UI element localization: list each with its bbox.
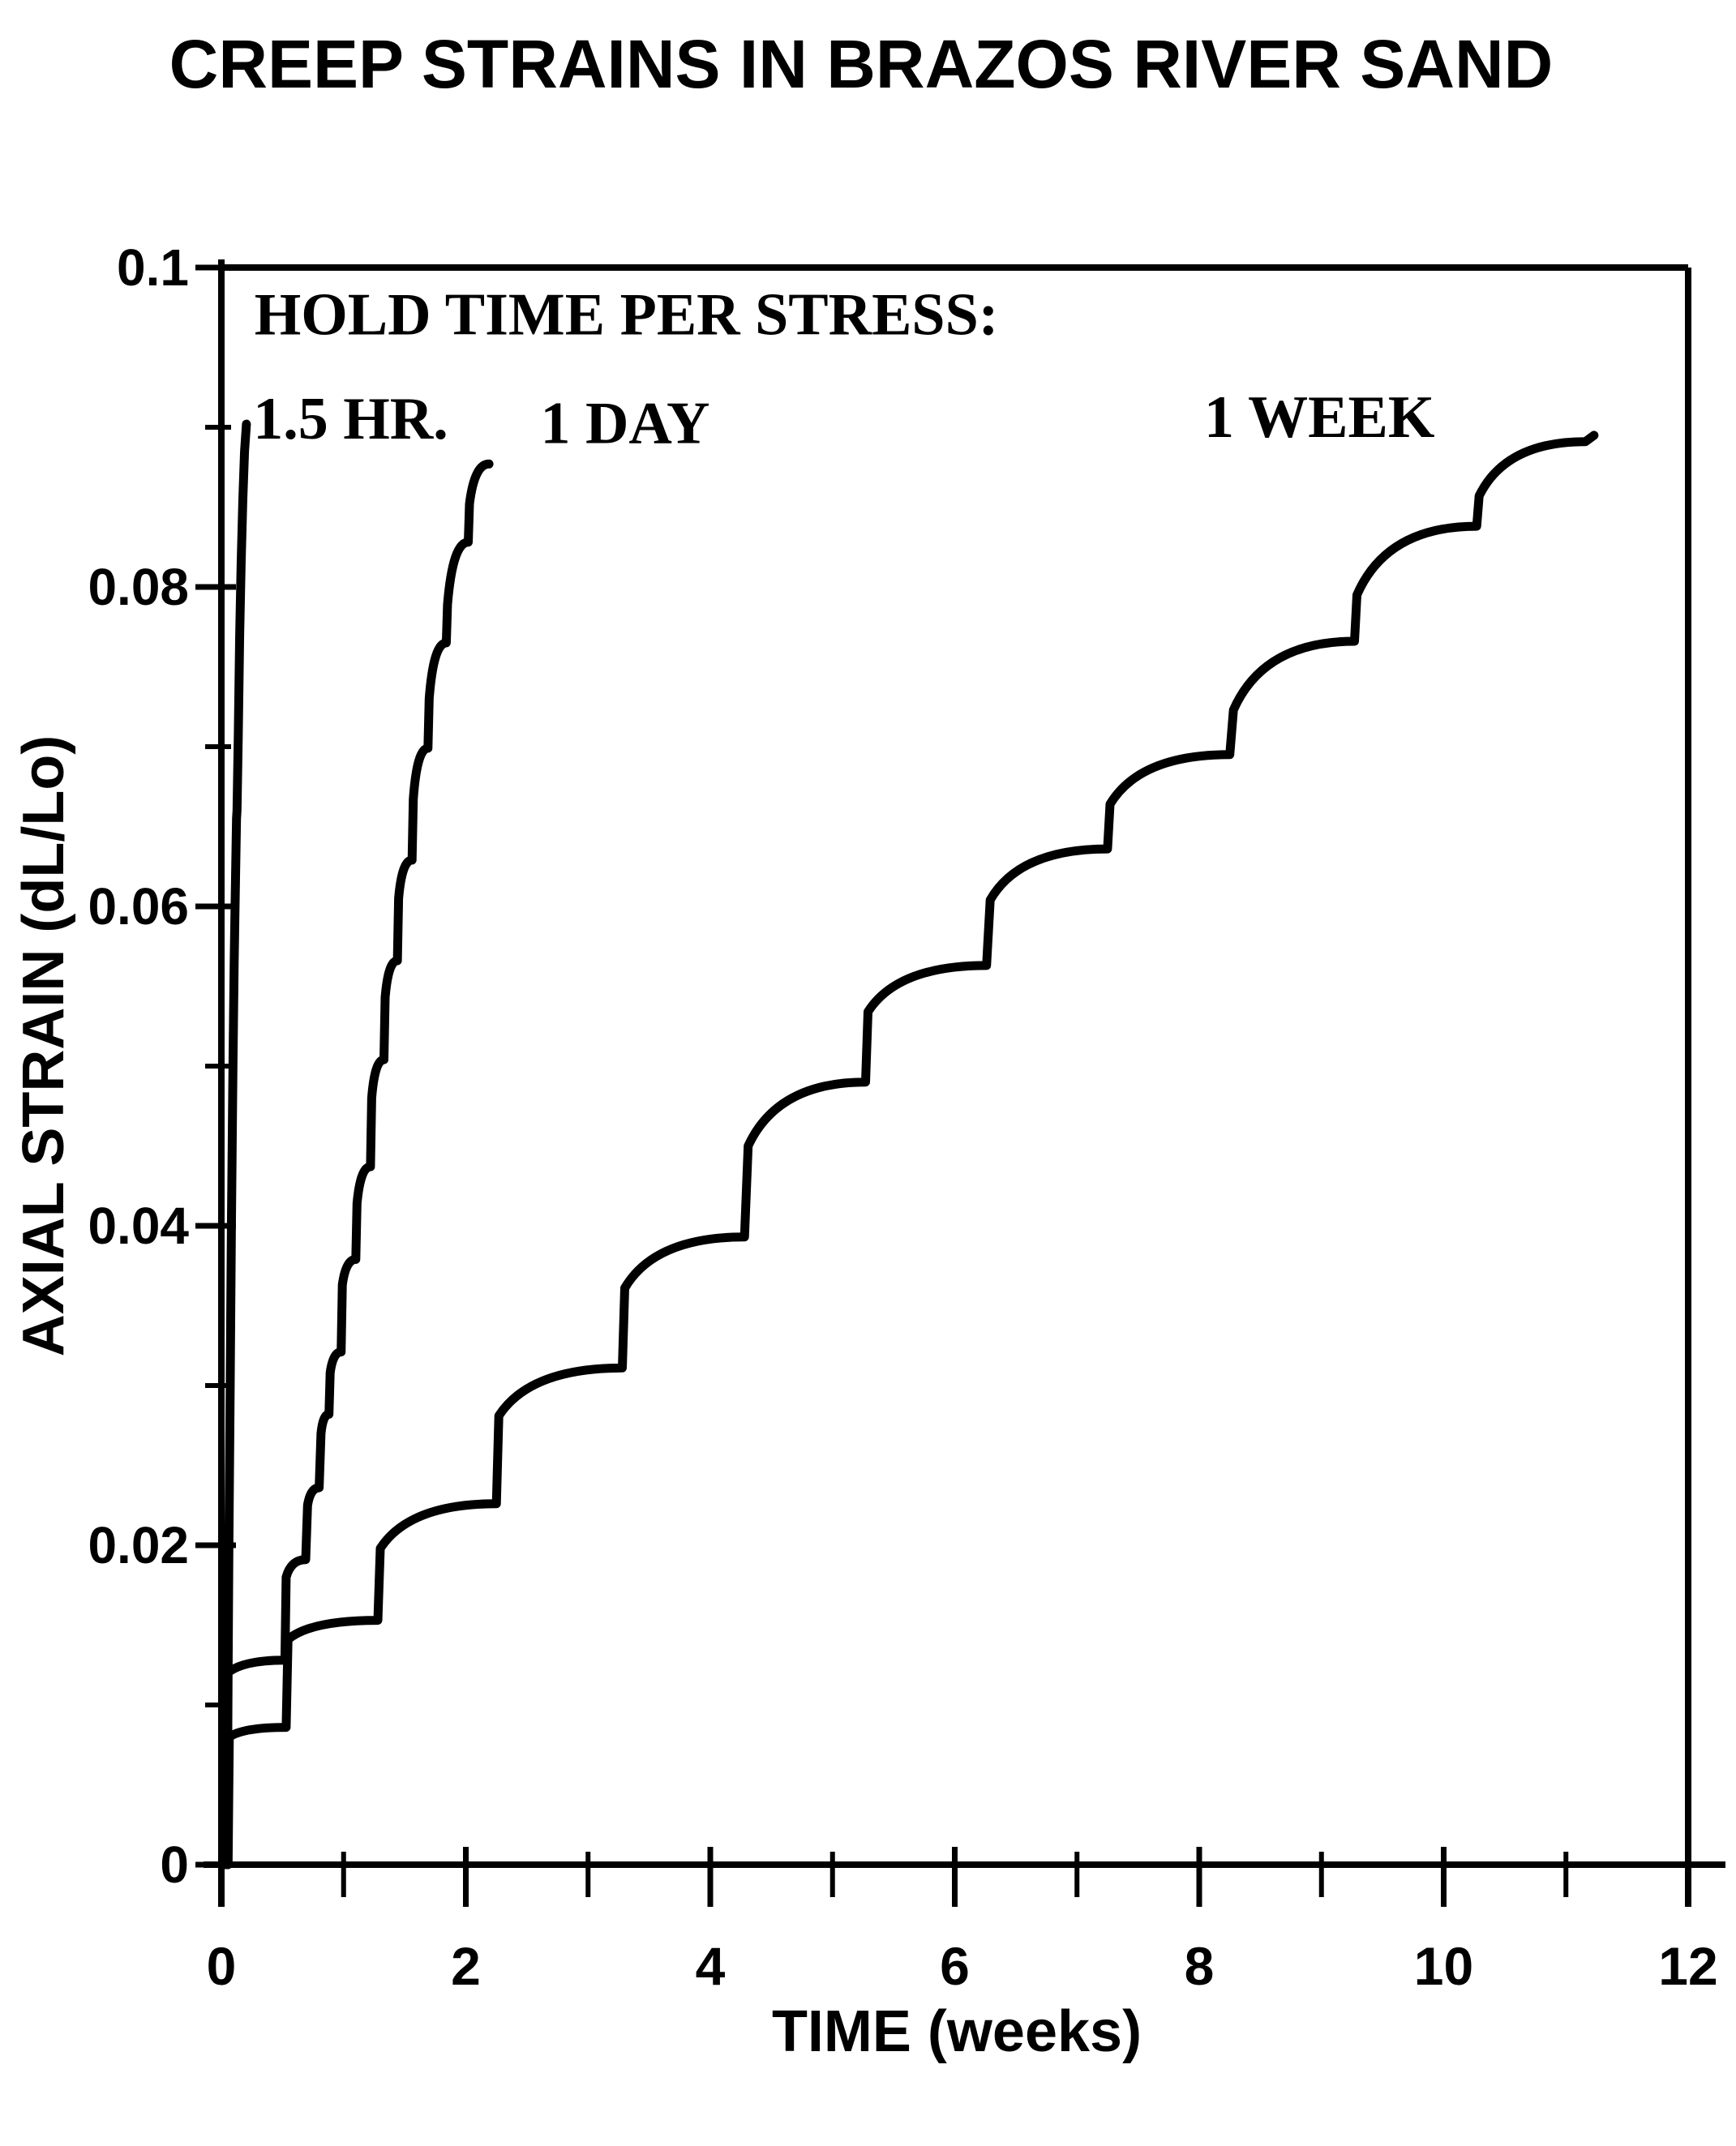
annotations: HOLD TIME PER STRESS: 1.5 HR. 1 DAY 1 WEEK (253, 282, 1434, 457)
y-tick-label: 0.1 (117, 238, 189, 297)
plot-frame (204, 259, 1725, 1907)
y-axis-title: AXIAL STRAIN (dL/Lo) (11, 735, 76, 1357)
data-curves (220, 419, 1599, 1870)
y-tick-label: 0.02 (88, 1516, 189, 1574)
x-tick-label: 4 (696, 1936, 726, 1996)
y-tick-label: 0.06 (88, 877, 189, 936)
curve-1-5-hr (222, 419, 251, 1870)
curve-1-week (223, 430, 1599, 1870)
curve-1-day (220, 459, 494, 1870)
series-label-1day: 1 DAY (540, 391, 709, 457)
chart-title: CREEP STRAINS IN BRAZOS RIVER SAND (169, 26, 1554, 102)
axis-ticks (195, 264, 1691, 1907)
x-tick-label: 12 (1658, 1936, 1717, 1996)
x-tick-label: 8 (1185, 1936, 1215, 1996)
series-label-15hr: 1.5 HR. (253, 386, 448, 452)
y-tick-label: 0.08 (88, 558, 189, 616)
y-tick-label: 0.04 (88, 1197, 189, 1255)
legend-header: HOLD TIME PER STRESS: (255, 282, 999, 349)
x-tick-label: 2 (451, 1936, 481, 1996)
axis-labels: 0 2 4 6 8 10 12 0 0.02 0.04 0.06 0.08 0.1 CREEP STRAI… (11, 26, 1718, 2064)
y-tick-label: 0 (160, 1835, 189, 1894)
x-tick-label: 10 (1414, 1936, 1473, 1996)
x-tick-label: 0 (207, 1936, 237, 1996)
series-label-1week: 1 WEEK (1204, 384, 1434, 451)
x-tick-label: 6 (940, 1936, 970, 1996)
x-axis-title: TIME (weeks) (772, 1999, 1142, 2064)
